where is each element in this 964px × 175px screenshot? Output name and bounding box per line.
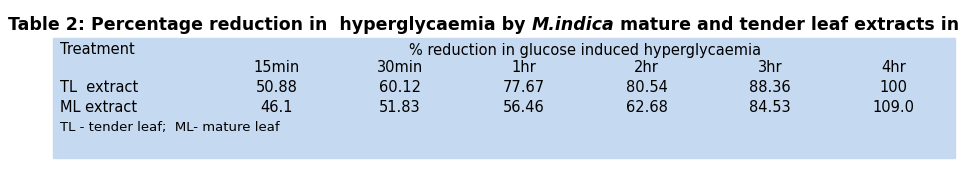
Text: 100: 100 xyxy=(879,80,907,96)
Text: % reduction in glucose induced hyperglycaemia: % reduction in glucose induced hyperglyc… xyxy=(409,43,761,58)
Text: 50.88: 50.88 xyxy=(255,80,298,96)
Text: 84.53: 84.53 xyxy=(749,100,790,116)
Text: 56.46: 56.46 xyxy=(502,100,545,116)
Text: ML extract: ML extract xyxy=(60,100,137,116)
Text: 77.67: 77.67 xyxy=(502,80,545,96)
Text: 80.54: 80.54 xyxy=(626,80,668,96)
Text: 109.0: 109.0 xyxy=(872,100,914,116)
Text: Treatment: Treatment xyxy=(60,43,135,58)
Text: 3hr: 3hr xyxy=(758,61,783,75)
Text: 62.68: 62.68 xyxy=(626,100,668,116)
Text: TL  extract: TL extract xyxy=(60,80,138,96)
Text: 30min: 30min xyxy=(377,61,423,75)
Text: 15min: 15min xyxy=(254,61,300,75)
Text: Table 2: Percentage reduction in  hyperglycaemia by: Table 2: Percentage reduction in hypergl… xyxy=(8,16,531,34)
Text: 2hr: 2hr xyxy=(634,61,659,75)
Text: mature and tender leaf extracts in OGTT: mature and tender leaf extracts in OGTT xyxy=(614,16,964,34)
Text: TL - tender leaf;  ML- mature leaf: TL - tender leaf; ML- mature leaf xyxy=(60,121,280,135)
Bar xyxy=(53,38,955,158)
Text: M.indica: M.indica xyxy=(531,16,614,34)
Text: 1hr: 1hr xyxy=(511,61,536,75)
Text: 60.12: 60.12 xyxy=(379,80,421,96)
Text: 88.36: 88.36 xyxy=(749,80,790,96)
Text: 46.1: 46.1 xyxy=(260,100,293,116)
Text: 51.83: 51.83 xyxy=(379,100,421,116)
Text: 4hr: 4hr xyxy=(881,61,906,75)
